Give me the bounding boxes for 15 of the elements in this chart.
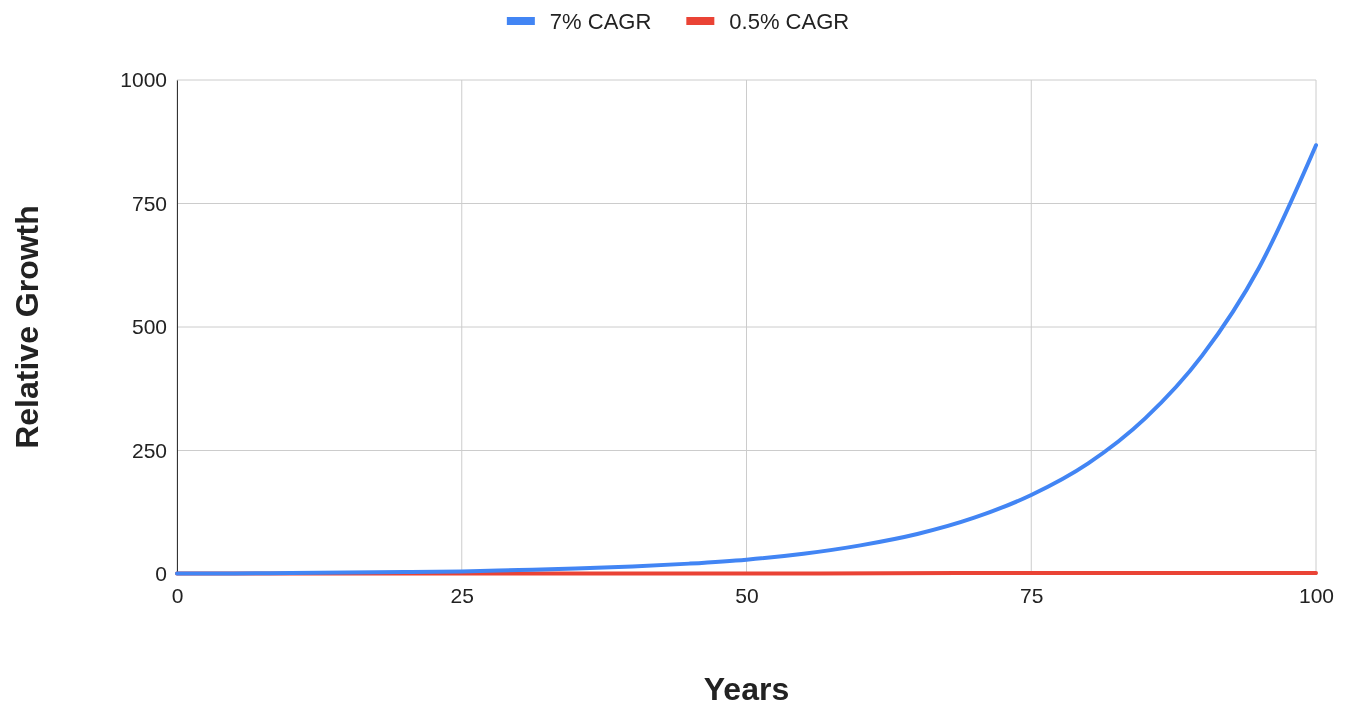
y-tick-label: 1000 <box>120 68 167 92</box>
x-tick-label: 25 <box>450 583 474 607</box>
legend-label: 7% CAGR <box>549 9 652 34</box>
x-tick-label: 75 <box>1020 583 1044 607</box>
legend-label: 0.5% CAGR <box>729 9 850 34</box>
line-series <box>175 143 1318 576</box>
y-tick-label: 250 <box>131 438 167 462</box>
x-tick-label: 0 <box>171 583 184 607</box>
y-tick-label: 750 <box>131 191 167 215</box>
x-tick-label: 100 <box>1298 583 1335 607</box>
y-tick-label: 0 <box>155 562 167 586</box>
x-tick-label: 50 <box>735 583 759 607</box>
y-tick-label: 500 <box>131 315 167 339</box>
y-axis-title: Relative Growth <box>9 205 45 449</box>
x-axis-title: Years <box>703 671 790 706</box>
